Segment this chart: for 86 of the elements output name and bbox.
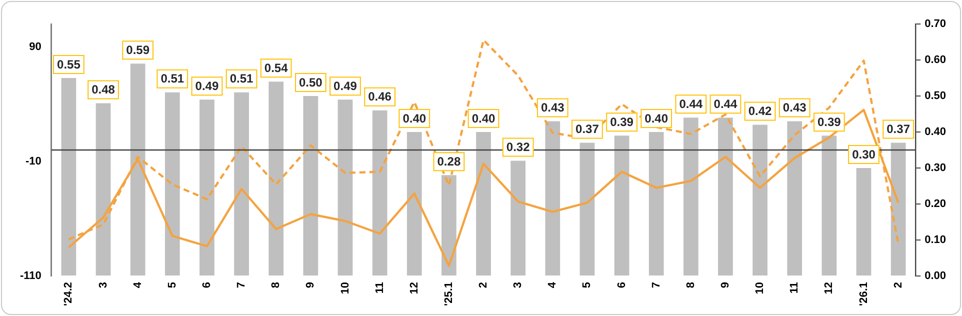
x-tick-label: '24.2 — [62, 282, 75, 306]
bar — [545, 121, 560, 276]
data-label: 0.43 — [782, 100, 807, 115]
bar — [648, 132, 664, 276]
data-label: 0.50 — [298, 75, 323, 90]
bar — [718, 118, 733, 276]
data-label: 0.51 — [230, 72, 254, 86]
y2-tick-label: 0.10 — [924, 234, 946, 246]
x-tick-label: 8 — [270, 282, 282, 288]
x-tick-label: 9 — [720, 282, 732, 288]
x-tick-label: 2 — [478, 282, 490, 288]
data-label: 0.49 — [195, 78, 219, 93]
y2-tick-label: 0.20 — [924, 198, 946, 210]
bar — [856, 168, 872, 276]
data-label: 0.49 — [334, 78, 358, 93]
bar — [580, 142, 595, 276]
bar — [234, 92, 249, 276]
x-tick-label: 5 — [166, 282, 178, 288]
data-label: 0.42 — [748, 104, 772, 118]
x-tick-label: 9 — [304, 282, 317, 288]
x-tick-label: 8 — [684, 282, 697, 288]
data-label: 0.43 — [540, 100, 565, 115]
x-tick-label: '25.1 — [442, 282, 455, 306]
data-label: 0.37 — [576, 122, 600, 136]
data-label: 0.40 — [644, 111, 668, 126]
y2-tick-label: 0.30 — [924, 162, 946, 174]
x-tick-label: 5 — [581, 282, 594, 288]
x-tick-label: 7 — [650, 282, 662, 288]
x-tick-label: 11 — [788, 282, 801, 294]
data-label: 0.40 — [402, 111, 426, 126]
data-label: 0.37 — [886, 122, 910, 136]
x-tick-label: 6 — [616, 282, 628, 288]
y-tick-label: 90 — [29, 40, 42, 53]
bar — [96, 103, 111, 276]
data-label: 0.40 — [472, 111, 496, 126]
data-label: 0.59 — [126, 42, 150, 57]
x-tick-label: 11 — [374, 282, 386, 294]
bar — [787, 121, 802, 276]
data-label: 0.48 — [92, 82, 116, 97]
x-tick-label: '26.1 — [858, 282, 870, 306]
x-tick-label: 4 — [546, 281, 559, 288]
bar — [476, 132, 491, 276]
bar — [372, 110, 388, 276]
bar — [752, 124, 768, 276]
x-tick-label: 7 — [236, 282, 248, 288]
x-tick-label: 12 — [408, 282, 420, 294]
bar — [130, 64, 146, 276]
x-tick-label: 3 — [512, 282, 524, 288]
data-label: 0.51 — [160, 72, 184, 86]
data-label: 0.32 — [506, 140, 530, 154]
x-tick-label: 6 — [200, 282, 213, 288]
data-label: 0.46 — [368, 90, 392, 104]
bar — [890, 142, 906, 276]
y2-tick-label: 0.00 — [924, 270, 946, 282]
bar — [303, 96, 318, 276]
bar — [406, 132, 422, 276]
y2-tick-label: 0.60 — [924, 54, 946, 66]
data-label: 0.55 — [57, 57, 81, 72]
y2-tick-label: 0.50 — [924, 90, 946, 102]
data-label: 0.28 — [437, 154, 461, 168]
y2-tick-label: 0.40 — [924, 126, 946, 138]
bar — [822, 136, 837, 276]
x-tick-label: 4 — [132, 281, 144, 288]
y-tick-label: -10 — [26, 155, 42, 168]
bar — [164, 92, 180, 276]
data-label: 0.44 — [714, 96, 738, 111]
bar — [338, 100, 353, 276]
x-tick-label: 3 — [97, 282, 110, 288]
bar — [200, 100, 214, 276]
x-tick-label: 10 — [339, 282, 352, 294]
bar — [510, 160, 526, 276]
bar — [268, 82, 284, 276]
data-label: 0.39 — [817, 114, 842, 129]
x-tick-label: 10 — [754, 282, 766, 294]
data-label: 0.54 — [264, 60, 288, 75]
x-tick-label: 12 — [823, 282, 836, 294]
bar — [614, 136, 630, 276]
bar — [442, 175, 456, 276]
y-tick-label: -110 — [20, 270, 42, 282]
y2-tick-label: 0.70 — [924, 18, 946, 30]
data-label: 0.30 — [852, 147, 876, 162]
x-tick-label: 2 — [892, 282, 904, 288]
bar — [61, 78, 76, 276]
data-label: 0.39 — [610, 114, 634, 129]
data-label: 0.44 — [679, 96, 703, 111]
bar — [683, 118, 698, 276]
